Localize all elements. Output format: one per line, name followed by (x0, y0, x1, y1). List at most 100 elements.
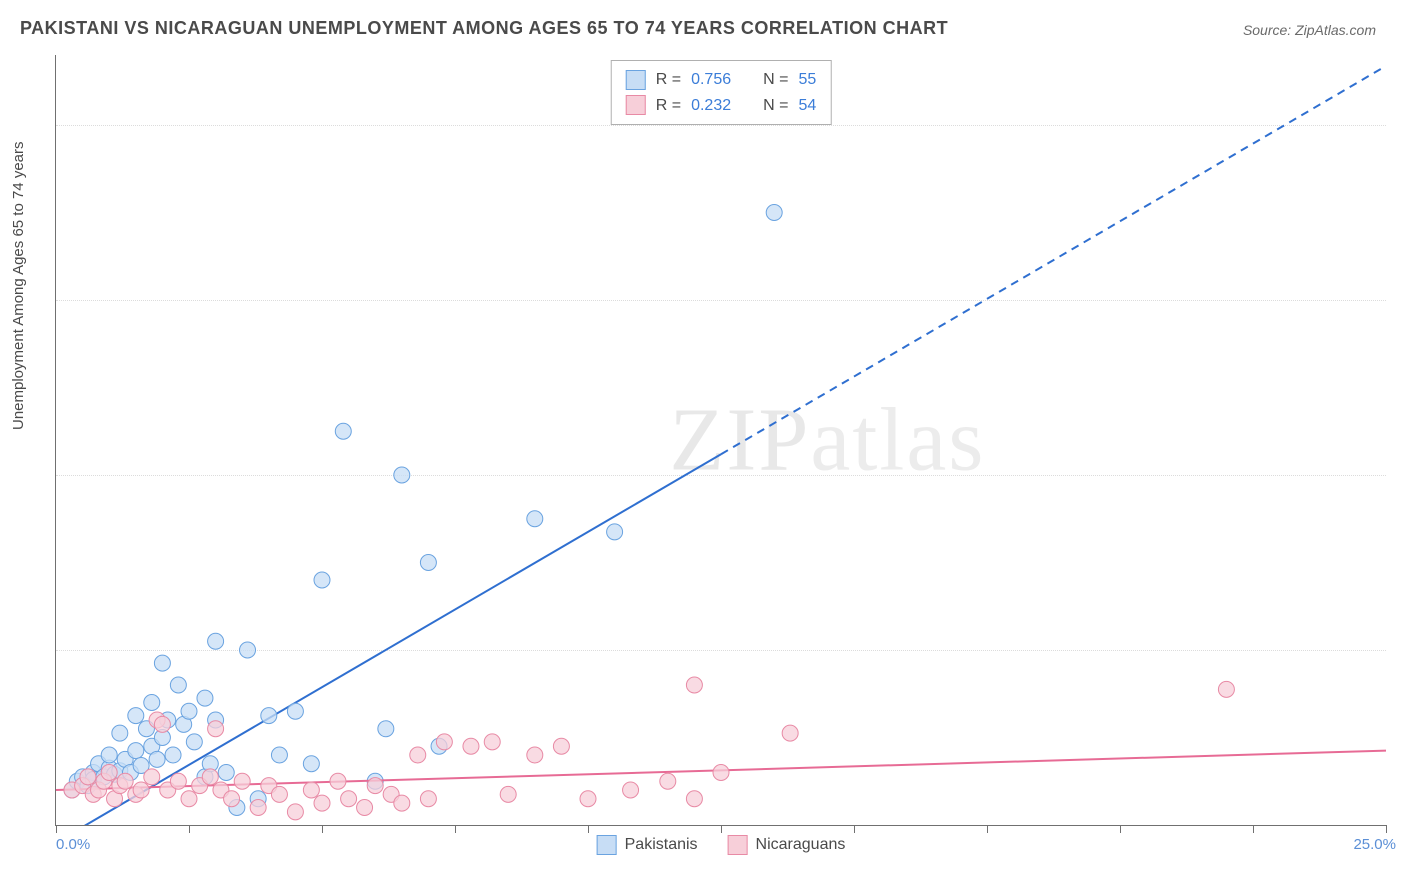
scatter-svg (56, 55, 1386, 825)
data-point (170, 677, 186, 693)
x-tick (455, 825, 456, 833)
data-point (128, 708, 144, 724)
data-point (250, 800, 266, 816)
data-point (101, 747, 117, 763)
data-point (607, 524, 623, 540)
r-label: R = (656, 67, 681, 93)
x-tick (322, 825, 323, 833)
data-point (224, 791, 240, 807)
chart-container: PAKISTANI VS NICARAGUAN UNEMPLOYMENT AMO… (0, 0, 1406, 892)
data-point (527, 511, 543, 527)
data-point (271, 747, 287, 763)
legend-item: Pakistanis (597, 835, 698, 855)
data-point (261, 708, 277, 724)
data-point (240, 642, 256, 658)
data-point (420, 555, 436, 571)
data-point (341, 791, 357, 807)
data-point (553, 738, 569, 754)
n-value: 54 (798, 93, 816, 119)
data-point (202, 769, 218, 785)
data-point (782, 725, 798, 741)
data-point (197, 690, 213, 706)
data-point (420, 791, 436, 807)
legend-item: Nicaraguans (728, 835, 846, 855)
legend-row: R = 0.756 N = 55 (626, 67, 817, 93)
x-tick-label: 25.0% (1353, 836, 1396, 853)
data-point (144, 769, 160, 785)
data-point (303, 782, 319, 798)
data-point (133, 782, 149, 798)
data-point (208, 721, 224, 737)
data-point (330, 773, 346, 789)
data-point (335, 423, 351, 439)
data-point (181, 703, 197, 719)
x-tick (189, 825, 190, 833)
x-tick-label: 0.0% (56, 836, 90, 853)
r-label: R = (656, 93, 681, 119)
data-point (303, 756, 319, 772)
x-tick (588, 825, 589, 833)
x-tick (56, 825, 57, 833)
legend-swatch (626, 95, 646, 115)
n-value: 55 (798, 67, 816, 93)
r-value: 0.756 (691, 67, 731, 93)
data-point (527, 747, 543, 763)
data-point (218, 765, 234, 781)
data-point (410, 747, 426, 763)
data-point (144, 695, 160, 711)
data-point (154, 716, 170, 732)
n-label: N = (763, 67, 788, 93)
x-tick (987, 825, 988, 833)
series-legend: Pakistanis Nicaraguans (597, 835, 846, 855)
n-label: N = (763, 93, 788, 119)
data-point (287, 804, 303, 820)
data-point (766, 205, 782, 221)
data-point (357, 800, 373, 816)
x-tick (721, 825, 722, 833)
data-point (686, 791, 702, 807)
x-tick (854, 825, 855, 833)
data-point (378, 721, 394, 737)
data-point (436, 734, 452, 750)
legend-swatch (597, 835, 617, 855)
data-point (149, 751, 165, 767)
source-label: Source: ZipAtlas.com (1243, 22, 1376, 38)
y-axis-label: Unemployment Among Ages 65 to 74 years (10, 141, 27, 430)
data-point (1218, 681, 1234, 697)
data-point (463, 738, 479, 754)
data-point (500, 786, 516, 802)
legend-label: Nicaraguans (756, 836, 846, 854)
data-point (117, 773, 133, 789)
legend-swatch (626, 70, 646, 90)
data-point (165, 747, 181, 763)
data-point (713, 765, 729, 781)
data-point (660, 773, 676, 789)
data-point (367, 778, 383, 794)
data-point (394, 795, 410, 811)
legend-row: R = 0.232 N = 54 (626, 93, 817, 119)
legend-label: Pakistanis (625, 836, 698, 854)
correlation-legend: R = 0.756 N = 55 R = 0.232 N = 54 (611, 60, 832, 125)
data-point (623, 782, 639, 798)
legend-swatch (728, 835, 748, 855)
data-point (101, 765, 117, 781)
x-tick (1253, 825, 1254, 833)
data-point (181, 791, 197, 807)
x-tick (1120, 825, 1121, 833)
plot-area: ZIPatlas 20.0%40.0%60.0%80.0% 0.0%25.0% … (55, 55, 1386, 826)
data-point (314, 795, 330, 811)
data-point (154, 655, 170, 671)
data-point (484, 734, 500, 750)
r-value: 0.232 (691, 93, 731, 119)
data-point (128, 743, 144, 759)
data-point (208, 633, 224, 649)
data-point (287, 703, 303, 719)
data-point (234, 773, 250, 789)
chart-title: PAKISTANI VS NICARAGUAN UNEMPLOYMENT AMO… (20, 18, 948, 39)
data-point (271, 786, 287, 802)
data-point (394, 467, 410, 483)
data-point (580, 791, 596, 807)
data-point (80, 769, 96, 785)
data-point (686, 677, 702, 693)
data-point (186, 734, 202, 750)
